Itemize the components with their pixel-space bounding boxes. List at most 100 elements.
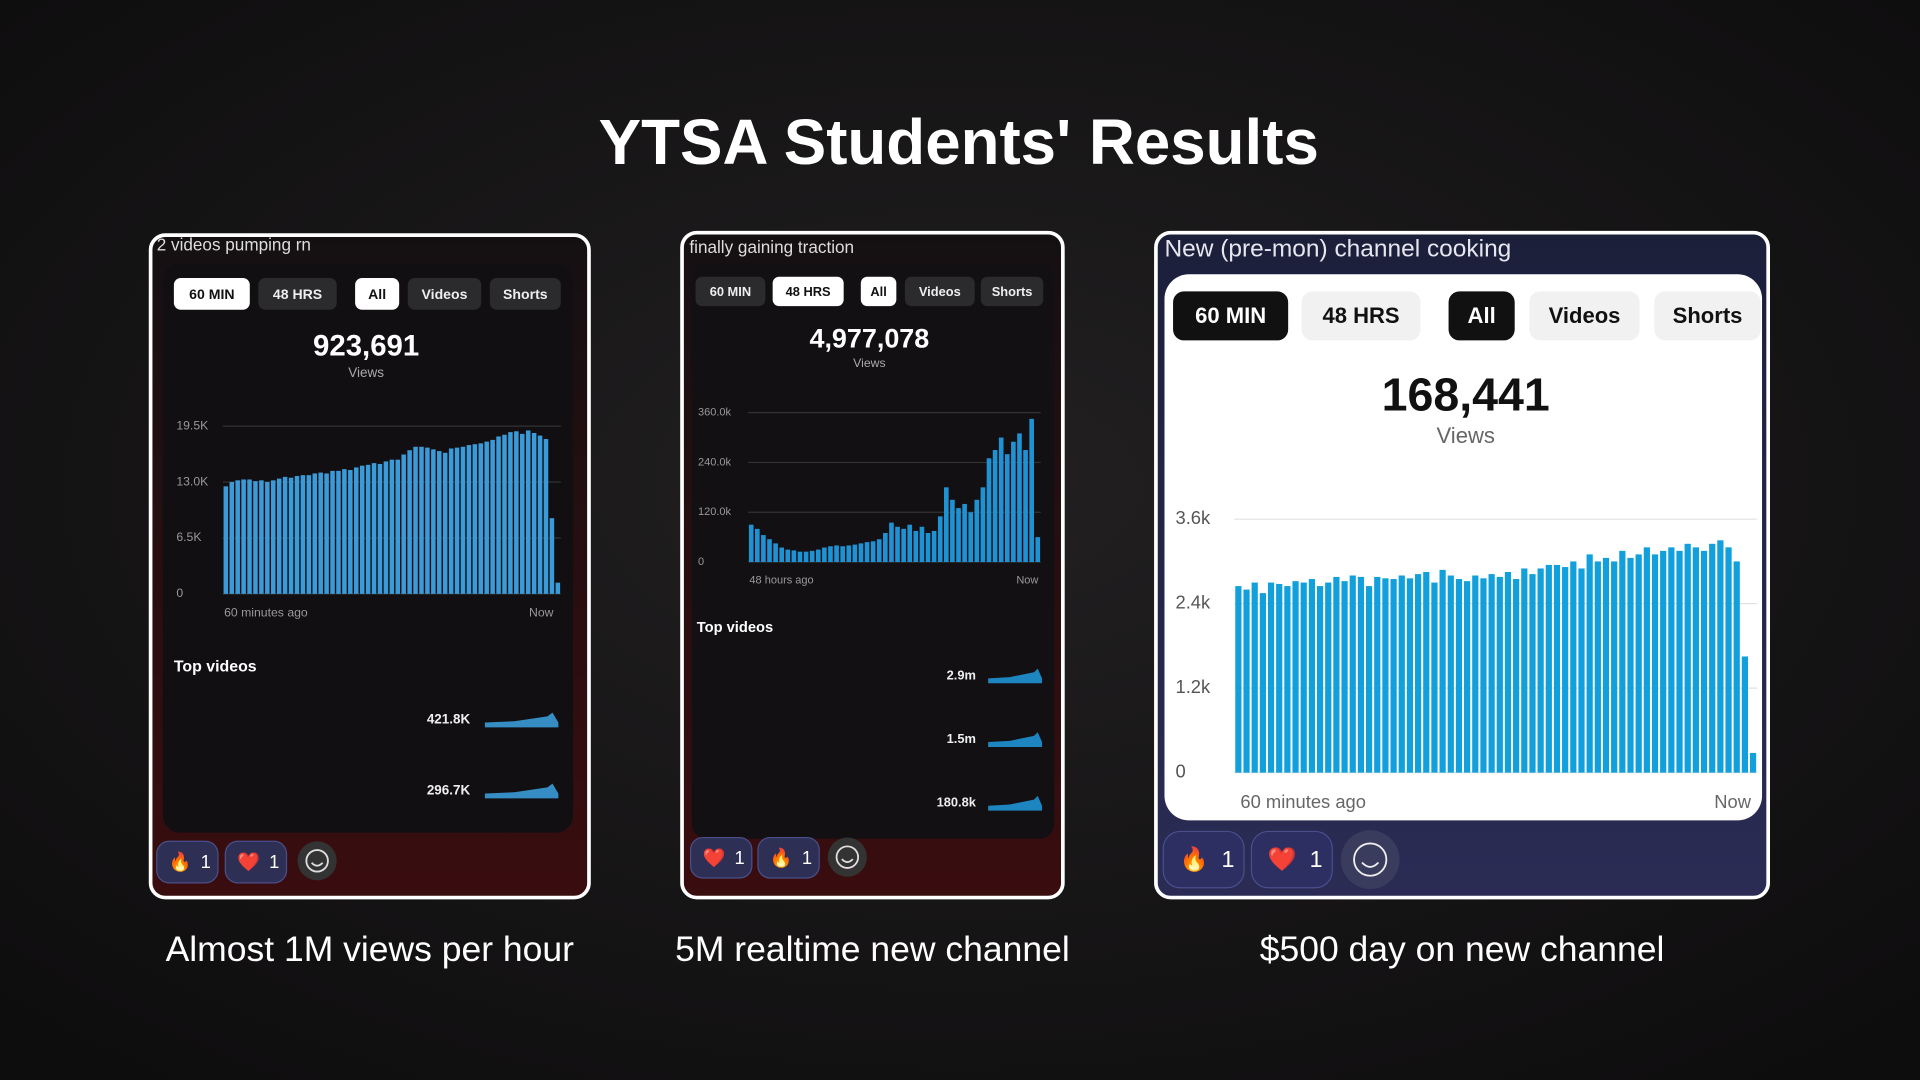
bar [1611, 561, 1618, 773]
bar [1709, 543, 1716, 773]
smiley-face [305, 849, 329, 873]
bar [992, 450, 998, 563]
reaction-count: 1 [802, 847, 812, 868]
bar [1276, 583, 1283, 773]
bar [1011, 441, 1016, 563]
sparkline [988, 668, 1043, 684]
bar [1651, 554, 1659, 773]
reaction-count: 1 [269, 851, 279, 872]
bar [265, 482, 270, 594]
bar [828, 546, 833, 563]
bar [537, 435, 543, 594]
bar [247, 479, 252, 594]
bar [377, 463, 383, 594]
bar [1717, 540, 1724, 773]
bar [1284, 586, 1291, 773]
reaction-count: 1 [1310, 846, 1323, 872]
bar [401, 454, 406, 594]
bar [1292, 581, 1299, 773]
bar [1390, 579, 1397, 773]
bar [371, 463, 377, 594]
bar [815, 549, 821, 563]
y-tick-label: 240.0k [698, 456, 732, 468]
bar [748, 524, 754, 563]
tab-chip [904, 276, 975, 307]
reaction-chip [224, 840, 288, 884]
top-video-views: 2.9m [947, 667, 976, 682]
total-views: 4,977,078 [809, 324, 929, 354]
bar [1529, 574, 1536, 773]
y-tick-label: 0 [698, 556, 704, 568]
bar [531, 433, 537, 594]
bar [466, 445, 472, 594]
bar [1553, 564, 1561, 773]
tab-label: 48 HRS [786, 284, 831, 299]
tab-label: Videos [422, 286, 468, 302]
bar [1504, 571, 1512, 773]
bar [1341, 581, 1348, 773]
message: New (pre-mon) channel cooking [1164, 235, 1511, 262]
bar [1725, 547, 1732, 773]
tab-chip [407, 277, 482, 310]
bar [276, 478, 282, 594]
bar [785, 549, 791, 563]
bar [1267, 582, 1275, 773]
reaction-chip [690, 836, 753, 879]
bar [413, 446, 418, 594]
bar [365, 464, 371, 594]
y-tick-label: 6.5K [176, 530, 202, 544]
bar [1521, 568, 1528, 773]
y-tick-label: 1.2k [1176, 676, 1212, 697]
reaction-chip [156, 840, 219, 884]
bar [383, 461, 389, 594]
bar [543, 439, 549, 594]
sparkline [988, 732, 1043, 747]
top-videos-title: Top videos [174, 659, 257, 676]
bar [1398, 575, 1405, 773]
reaction-count: 1 [201, 851, 211, 872]
bar [1586, 554, 1593, 773]
x-axis-end: Now [1016, 574, 1038, 586]
bar [937, 516, 943, 563]
tab-label: 60 MIN [1195, 303, 1266, 328]
bar [312, 473, 318, 594]
reaction-emoji: 🔥 [1179, 845, 1208, 873]
bar [852, 544, 858, 563]
bar [962, 503, 967, 563]
bar [306, 475, 312, 594]
bar [1562, 567, 1569, 773]
bar [1692, 547, 1699, 773]
bar [864, 542, 870, 563]
bar [797, 551, 803, 563]
bar [1374, 576, 1381, 773]
reaction-count: 1 [1221, 846, 1234, 872]
bar [1235, 586, 1242, 773]
tab-label: All [368, 286, 386, 302]
top-video-views: 1.5m [947, 731, 976, 746]
bar [1365, 586, 1373, 773]
bar [1496, 576, 1503, 773]
tab-label: All [870, 284, 886, 299]
bar [907, 524, 913, 563]
top-video-views: 421.8K [427, 712, 471, 727]
y-tick-label: 2.4k [1176, 592, 1212, 613]
bar [791, 550, 797, 563]
bar [448, 448, 454, 594]
total-label: Views [1437, 423, 1495, 448]
bar [525, 430, 531, 594]
x-axis-start: 48 hours ago [749, 574, 813, 586]
smiley-face [835, 845, 860, 869]
bar [968, 512, 974, 563]
smiley-mouth [1361, 861, 1380, 868]
reaction-chip [757, 836, 820, 879]
bar [253, 481, 258, 594]
y-tick-label: 0 [176, 586, 183, 600]
bar [840, 546, 845, 563]
tab-chip [1529, 291, 1640, 341]
bar [324, 473, 329, 594]
bar [354, 467, 359, 594]
tab-chip [772, 276, 844, 307]
bar [1251, 582, 1258, 773]
